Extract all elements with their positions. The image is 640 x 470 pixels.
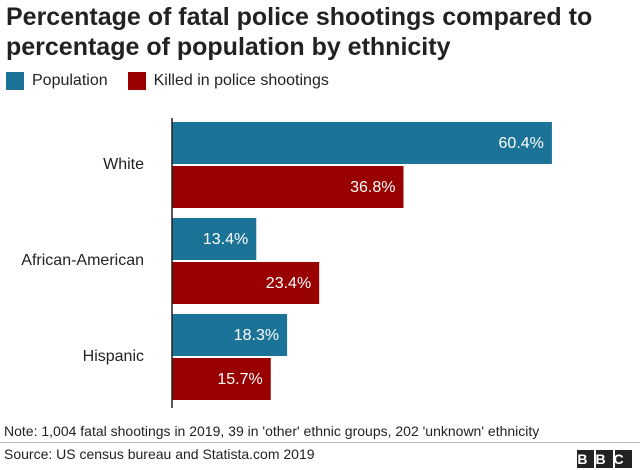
divider xyxy=(0,442,640,443)
legend-label: Population xyxy=(32,72,108,89)
logo: BBC xyxy=(577,450,632,468)
value-label: 36.8% xyxy=(350,179,395,196)
legend-item: Killed in police shootings xyxy=(127,72,329,90)
bar xyxy=(172,358,271,400)
footer: Note: 1,004 fatal shootings in 2019, 39 … xyxy=(0,420,640,465)
legend-swatch xyxy=(6,72,24,90)
bar xyxy=(172,314,288,356)
legend-label: Killed in police shootings xyxy=(153,72,329,89)
value-label: 18.3% xyxy=(234,327,279,344)
legend: Population Killed in police shootings xyxy=(6,72,329,90)
value-label: 13.4% xyxy=(203,231,248,248)
value-label: 15.7% xyxy=(217,371,262,388)
value-label: 60.4% xyxy=(499,135,544,152)
logo-box: BBC xyxy=(577,450,632,468)
bar xyxy=(172,218,257,260)
note: Note: 1,004 fatal shootings in 2019, 39 … xyxy=(4,423,540,439)
legend-item: Population xyxy=(6,72,108,90)
source: Source: US census bureau and Statista.co… xyxy=(4,446,315,462)
bar xyxy=(172,262,320,304)
category-label: Hispanic xyxy=(83,348,144,365)
category-label: African-American xyxy=(21,252,144,269)
bar xyxy=(172,122,552,164)
chart-title: Percentage of fatal police shootings com… xyxy=(6,3,593,61)
chart: White 60.4% 36.8% African-American 13.4% 23.4… xyxy=(21,118,552,408)
bar xyxy=(172,166,404,208)
legend-swatch xyxy=(127,72,146,90)
value-label: 23.4% xyxy=(266,275,311,292)
category-label: White xyxy=(103,156,144,173)
